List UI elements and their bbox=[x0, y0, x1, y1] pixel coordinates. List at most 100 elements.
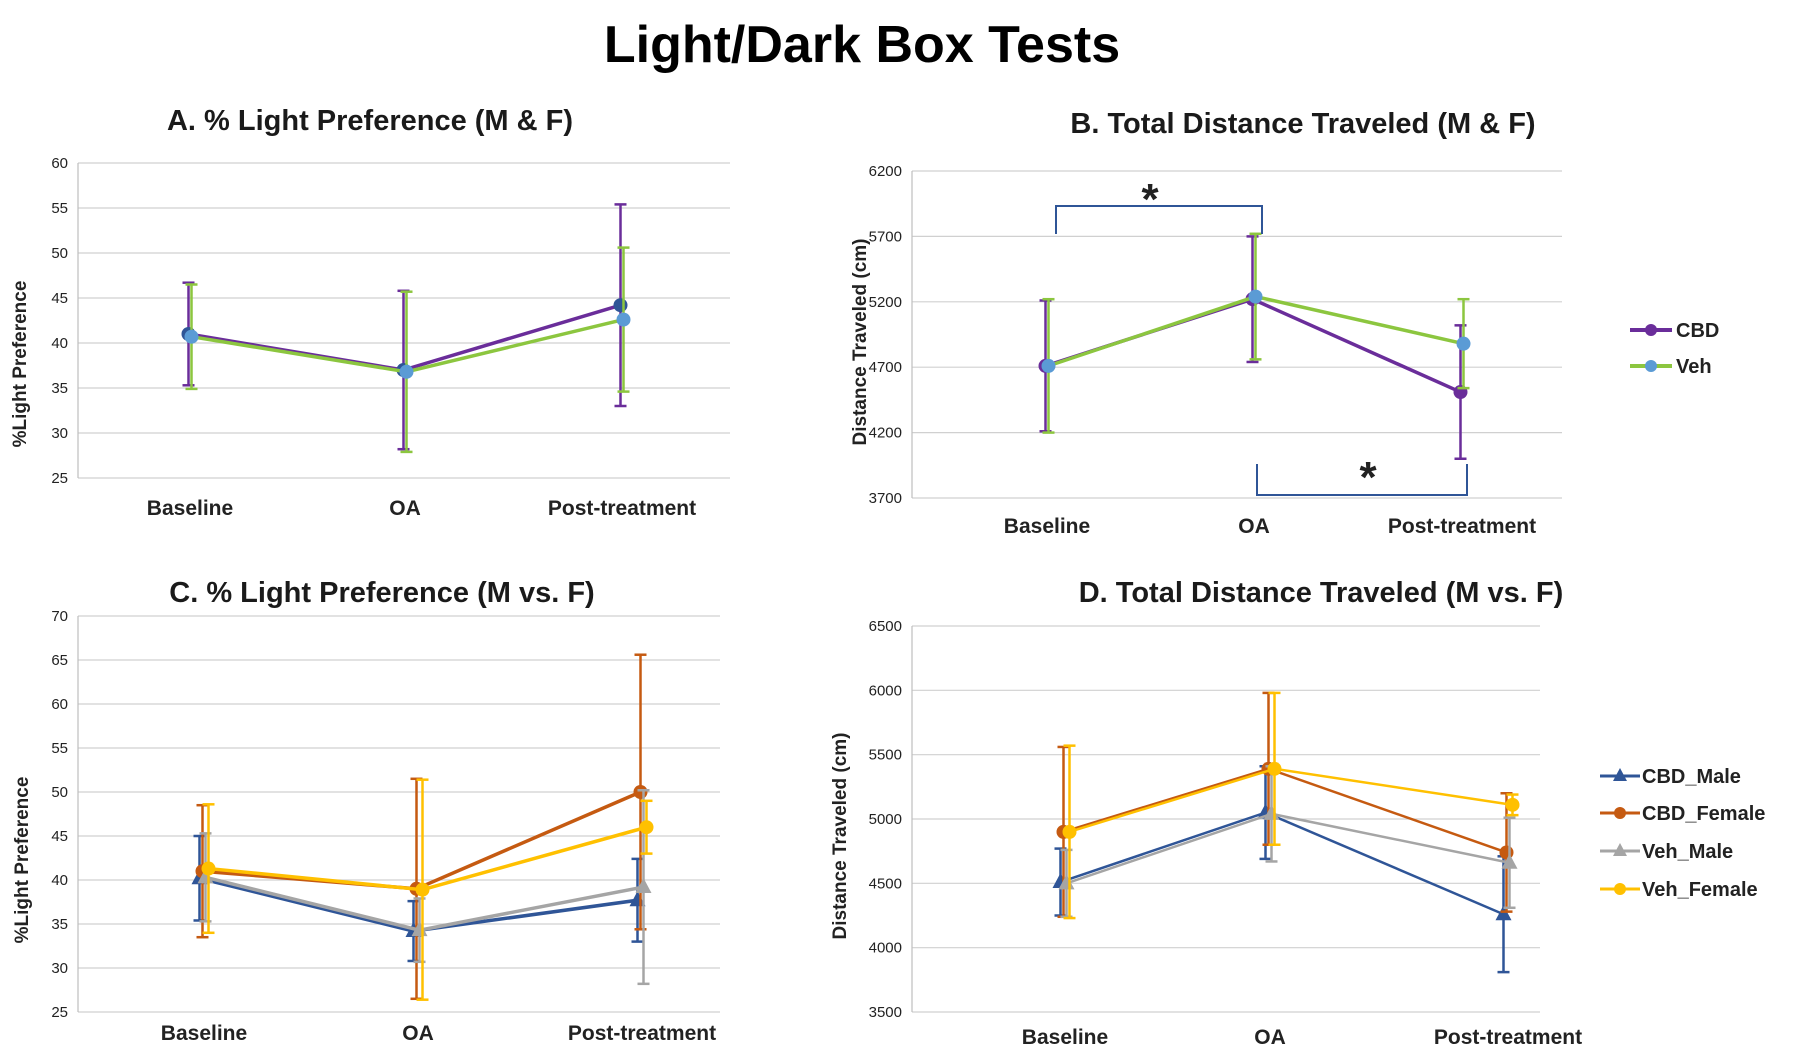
panel-d-xtick-oa: OA bbox=[1254, 1026, 1286, 1049]
significance-bracket-baseline-oa: * bbox=[1055, 175, 1263, 234]
panel-c-ytick-label: 35 bbox=[51, 916, 68, 933]
panel-c-xlabels: Baseline OA Post-treatment bbox=[161, 1022, 716, 1045]
panel-c-point-veh-female bbox=[415, 882, 430, 897]
panel-c-series-veh-female bbox=[201, 778, 654, 1001]
panel-a-series-cbd bbox=[181, 203, 628, 451]
legend-item-cbd: CBD bbox=[1630, 320, 1719, 342]
figure-title: Light/Dark Box Tests bbox=[604, 16, 1120, 74]
panel-a-ylabel: %Light Preference bbox=[10, 281, 31, 448]
panel-c-ytick-label: 45 bbox=[51, 828, 68, 845]
panel-d-line-veh-male bbox=[1066, 812, 1510, 885]
panel-b-xtick-baseline: Baseline bbox=[1004, 515, 1090, 538]
panel-c-ytick-label: 25 bbox=[51, 1004, 68, 1021]
panel-a-ytick-label: 50 bbox=[51, 245, 68, 262]
panel-b-xtick-post: Post-treatment bbox=[1388, 515, 1536, 538]
panel-c-ylabel: %Light Preference bbox=[12, 777, 33, 944]
panel-d-point-veh-male bbox=[1501, 853, 1518, 869]
panel-b-xtick-oa: OA bbox=[1238, 515, 1270, 538]
panel-c-xtick-oa: OA bbox=[402, 1022, 434, 1045]
panel-c-point-cbd-female bbox=[633, 785, 648, 799]
legend-item-veh-female: Veh_Female bbox=[1600, 879, 1758, 901]
panel-b-ylabel: Distance Traveled (cm) bbox=[850, 239, 871, 446]
panel-b-point-veh bbox=[1041, 358, 1056, 373]
significance-star-oa-post: * bbox=[1359, 453, 1377, 502]
legend-item-veh-male: Veh_Male bbox=[1600, 841, 1733, 863]
panel-d-plot: 3500 4000 4500 5000 5500 6000 6500 bbox=[869, 618, 1540, 1021]
panel-a-point-veh bbox=[184, 329, 199, 344]
panel-b: B. Total Distance Traveled (M & F) Dista… bbox=[850, 108, 1719, 538]
panel-d-line-cbd-female bbox=[1063, 767, 1507, 854]
panel-a-ytick-label: 40 bbox=[51, 335, 68, 352]
panel-c-xtick-baseline: Baseline bbox=[161, 1022, 247, 1045]
legend-label-veh-male: Veh_Male bbox=[1642, 841, 1733, 863]
panel-b-point-veh bbox=[1456, 336, 1471, 351]
panel-a-point-veh bbox=[399, 364, 414, 379]
panel-c-ytick-label: 50 bbox=[51, 784, 68, 801]
panel-c-ytick-label: 60 bbox=[51, 696, 68, 713]
panel-d-point-veh-female bbox=[1062, 824, 1077, 839]
panel-b-series-veh bbox=[1041, 232, 1471, 434]
panel-d-ytick-label: 6000 bbox=[869, 682, 902, 699]
panel-c: C. % Light Preference (M vs. F) %Light P… bbox=[12, 577, 720, 1045]
legend-label-cbd-female: CBD_Female bbox=[1642, 803, 1765, 825]
panel-d-ytick-label: 3500 bbox=[869, 1004, 902, 1021]
panel-b-legend: CBD Veh bbox=[1630, 320, 1719, 378]
panel-b-point-veh bbox=[1248, 289, 1263, 304]
panel-c-plot: 25 30 35 40 45 50 55 60 65 70 bbox=[51, 608, 720, 1021]
panel-d-ylabel: Distance Traveled (cm) bbox=[830, 733, 851, 940]
panel-d-series-cbd-male bbox=[1052, 764, 1512, 974]
panel-d-series-veh-male bbox=[1058, 764, 1518, 919]
panel-a-ytick-label: 45 bbox=[51, 290, 68, 307]
legend-item-veh: Veh bbox=[1630, 356, 1712, 378]
legend-item-cbd-male: CBD_Male bbox=[1600, 766, 1741, 788]
legend-label-cbd: CBD bbox=[1676, 320, 1719, 342]
panel-a-xtick-oa: OA bbox=[389, 497, 421, 520]
panel-a-series-veh bbox=[184, 246, 631, 454]
panel-a-ytick-label: 60 bbox=[51, 155, 68, 172]
panel-c-ytick-label: 40 bbox=[51, 872, 68, 889]
panel-a-xtick-post: Post-treatment bbox=[548, 497, 696, 520]
panel-d-title: D. Total Distance Traveled (M vs. F) bbox=[1079, 577, 1564, 609]
legend-item-cbd-female: CBD_Female bbox=[1600, 803, 1765, 825]
legend-label-veh-female: Veh_Female bbox=[1642, 879, 1758, 901]
significance-star-baseline-oa: * bbox=[1141, 175, 1159, 224]
panel-d-point-veh-female bbox=[1505, 797, 1520, 812]
panel-c-ytick-label: 70 bbox=[51, 608, 68, 625]
panel-c-ytick-label: 30 bbox=[51, 960, 68, 977]
panel-b-ytick-label: 6200 bbox=[869, 163, 902, 180]
panel-d: D. Total Distance Traveled (M vs. F) Dis… bbox=[830, 577, 1765, 1049]
panel-b-plot: 3700 4200 4700 5200 5700 6200 bbox=[869, 163, 1562, 507]
panel-c-xtick-post: Post-treatment bbox=[568, 1022, 716, 1045]
panel-c-ytick-label: 65 bbox=[51, 652, 68, 669]
legend-label-cbd-male: CBD_Male bbox=[1642, 766, 1741, 788]
panel-b-ytick-label: 5700 bbox=[869, 228, 902, 245]
panel-c-point-veh-female bbox=[201, 861, 216, 876]
panel-a-point-veh bbox=[616, 312, 631, 327]
panel-b-title: B. Total Distance Traveled (M & F) bbox=[1070, 108, 1535, 140]
panel-a-ytick-label: 25 bbox=[51, 470, 68, 487]
panel-a-ytick-label: 35 bbox=[51, 380, 68, 397]
panel-d-ytick-label: 4500 bbox=[869, 875, 902, 892]
panel-d-ytick-label: 4000 bbox=[869, 940, 902, 957]
panel-c-point-veh-male bbox=[635, 878, 652, 894]
panel-b-ytick-label: 3700 bbox=[869, 490, 902, 507]
panel-a-xtick-baseline: Baseline bbox=[147, 497, 233, 520]
panel-d-series-veh-female bbox=[1062, 691, 1520, 920]
panel-c-title: C. % Light Preference (M vs. F) bbox=[169, 577, 594, 609]
panel-d-ytick-label: 6500 bbox=[869, 618, 902, 635]
panel-c-ytick-label: 55 bbox=[51, 740, 68, 757]
panel-d-xtick-baseline: Baseline bbox=[1022, 1026, 1108, 1049]
panel-a: A. % Light Preference (M & F) %Light Pre… bbox=[10, 105, 730, 520]
panel-d-point-veh-female bbox=[1267, 761, 1282, 776]
legend-label-veh: Veh bbox=[1676, 356, 1712, 378]
panel-a-ytick-label: 55 bbox=[51, 200, 68, 217]
panel-b-xlabels: Baseline OA Post-treatment bbox=[1004, 515, 1536, 538]
panel-b-ytick-label: 5200 bbox=[869, 294, 902, 311]
panel-d-ytick-label: 5500 bbox=[869, 747, 902, 764]
panel-b-ytick-label: 4700 bbox=[869, 359, 902, 376]
panel-a-xlabels: Baseline OA Post-treatment bbox=[147, 497, 696, 520]
panel-d-xtick-post: Post-treatment bbox=[1434, 1026, 1582, 1049]
panel-a-point-cbd bbox=[613, 298, 628, 313]
panel-a-ytick-label: 30 bbox=[51, 425, 68, 442]
